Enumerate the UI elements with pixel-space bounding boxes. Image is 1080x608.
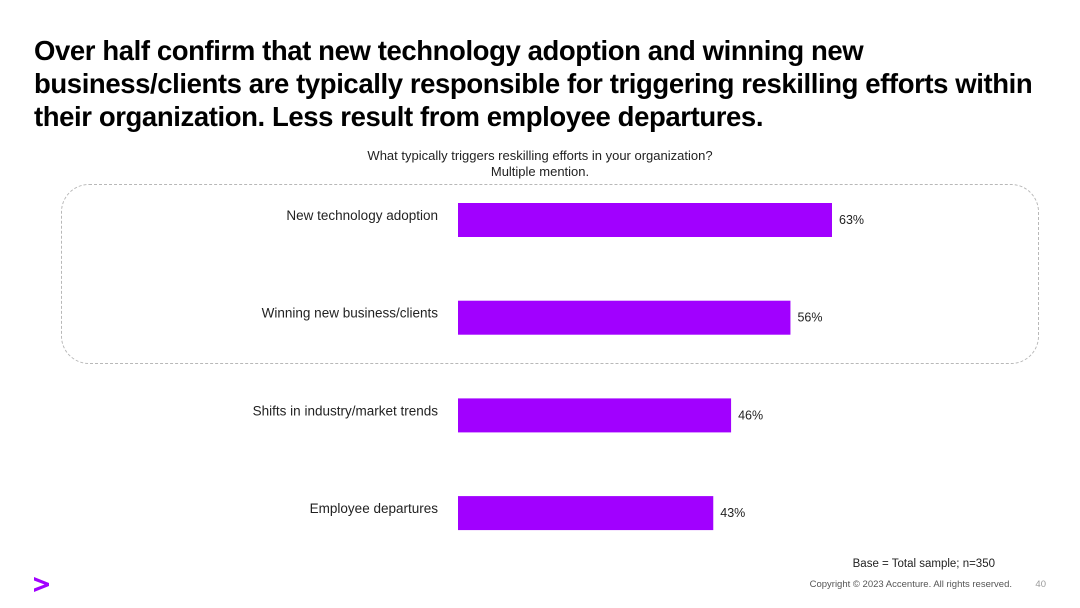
- bar: [458, 300, 791, 335]
- value-label: 43%: [720, 506, 745, 520]
- base-note: Base = Total sample; n=350: [852, 558, 995, 570]
- value-label: 46%: [738, 408, 763, 422]
- copyright: Copyright © 2023 Accenture. All rights r…: [809, 579, 1012, 590]
- bar: [458, 203, 832, 237]
- bar: [458, 496, 714, 531]
- value-label: 56%: [797, 311, 822, 325]
- category-label: New technology adoption: [286, 208, 438, 223]
- chart-question: What typically triggers reskilling effor…: [367, 148, 713, 163]
- accenture-logo-icon: [34, 577, 49, 592]
- page-number: 40: [1035, 579, 1046, 590]
- slide-title: Over half confirm that new technology ad…: [34, 35, 1033, 132]
- chart-note: Multiple mention.: [490, 164, 590, 179]
- bar: [458, 398, 732, 433]
- category-label: Shifts in industry/market trends: [253, 403, 439, 418]
- category-label: Employee departures: [310, 501, 439, 516]
- category-label: Winning new business/clients: [262, 306, 439, 321]
- highlight-box: [61, 184, 1039, 364]
- value-label: 63%: [839, 213, 864, 227]
- chart-subtitle: What typically triggers reskilling effor…: [0, 148, 1080, 180]
